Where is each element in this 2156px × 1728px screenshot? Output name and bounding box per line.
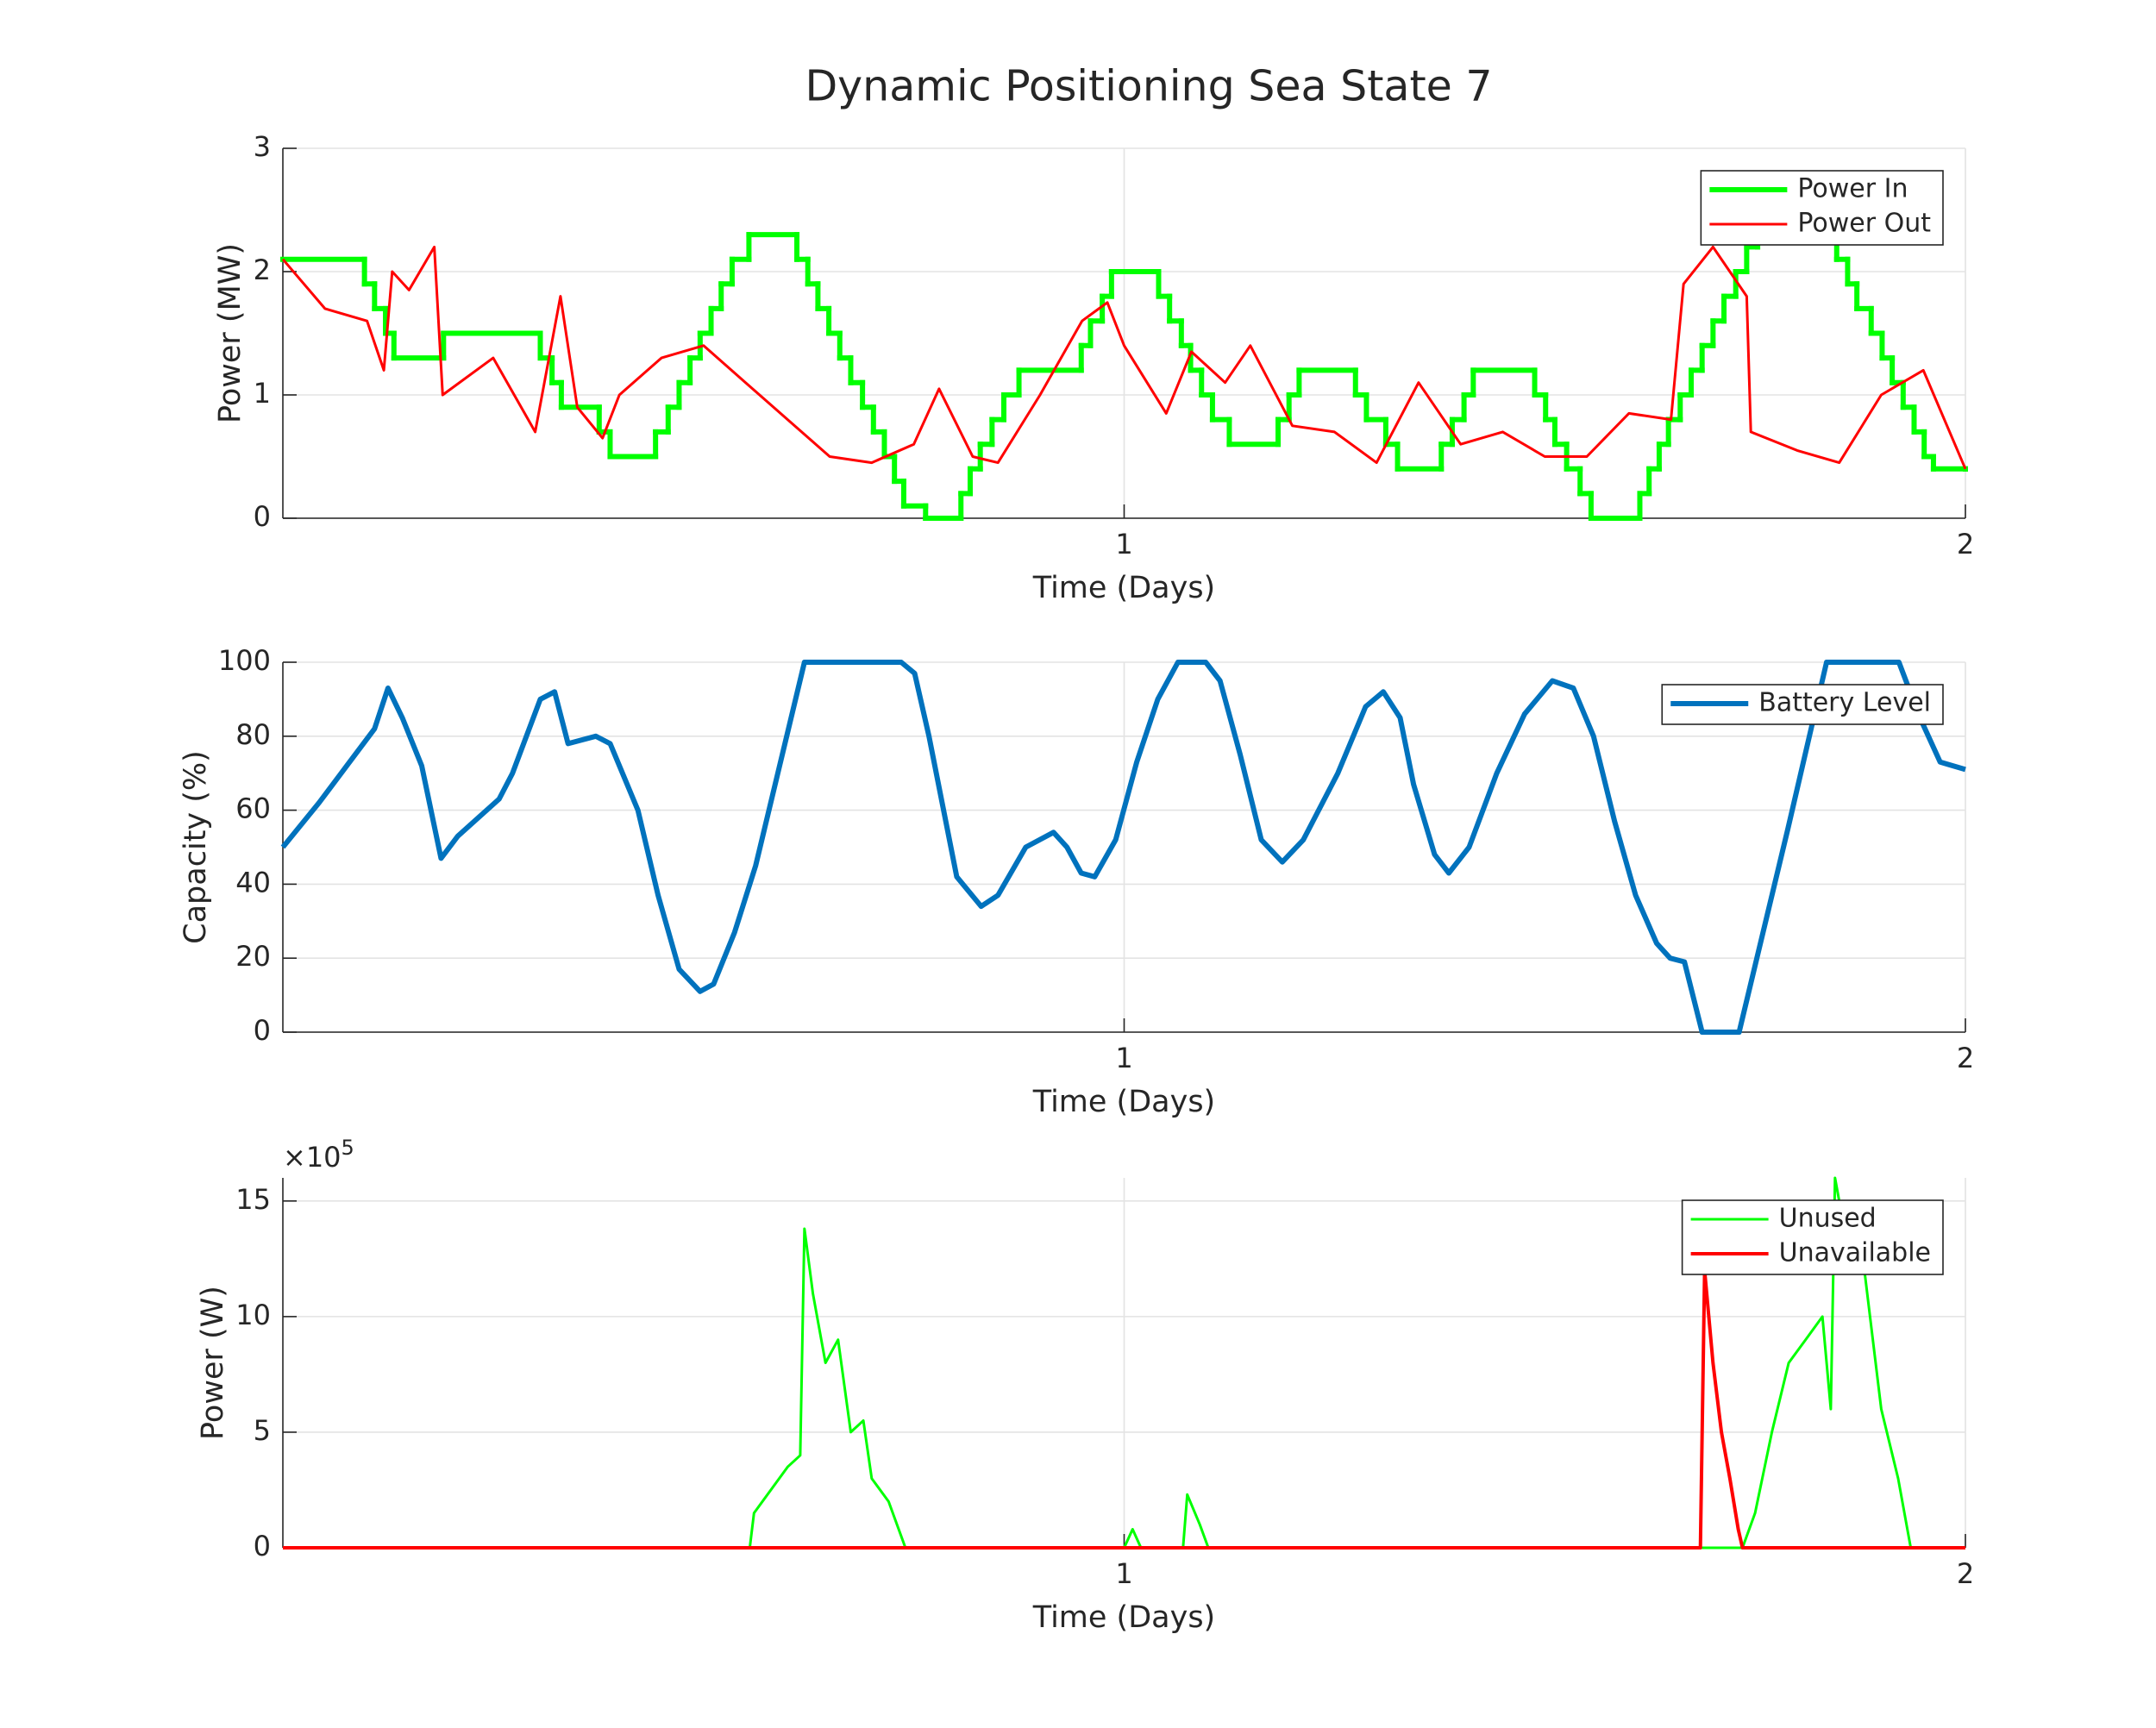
- x-tick-label: 1: [1115, 528, 1132, 560]
- series-line: [280, 660, 1966, 1035]
- y-tick-label: 10: [235, 1299, 271, 1331]
- y-tick-label: 100: [218, 644, 271, 677]
- y-tick-label: 20: [235, 940, 271, 973]
- y-tick-label: 15: [235, 1183, 271, 1216]
- y-tick-label: 40: [235, 866, 271, 898]
- y-multiplier-base: ×10: [283, 1141, 342, 1174]
- x-tick-label: 2: [1957, 528, 1974, 560]
- y-tick-label: 0: [254, 1014, 271, 1047]
- legend-label: Unused: [1779, 1204, 1877, 1234]
- y-axis-label: Capacity (%): [179, 750, 213, 944]
- x-axis-label: Time (Days): [1032, 1085, 1215, 1119]
- y-tick-label: 80: [235, 718, 271, 751]
- series-line: [281, 245, 1967, 470]
- x-tick-label: 1: [1115, 1042, 1132, 1074]
- legend-box: [1700, 170, 1944, 246]
- x-axis-label: Time (Days): [1032, 1600, 1215, 1635]
- x-tick-label: 1: [1115, 1557, 1132, 1590]
- y-tick-label: 0: [254, 1530, 271, 1562]
- y-tick-label: 60: [235, 792, 271, 825]
- y-multiplier-exponent: 5: [342, 1136, 354, 1160]
- legend: Battery Level: [1661, 684, 1944, 725]
- y-axis-label: Power (MW): [213, 243, 248, 423]
- legend-label: Power Out: [1797, 209, 1931, 239]
- legend-box: [1681, 1199, 1944, 1275]
- legend-label: Power In: [1797, 174, 1908, 204]
- y-tick-label: 3: [254, 130, 271, 163]
- figure-title: Dynamic Positioning Sea State 7: [805, 62, 1492, 111]
- x-tick-label: 2: [1957, 1042, 1974, 1074]
- legend: Unused Unavailable: [1681, 1199, 1944, 1275]
- y-multiplier: ×105: [283, 1136, 354, 1174]
- step-line: [280, 232, 1968, 521]
- y-tick-label: 5: [254, 1414, 271, 1447]
- y-tick-label: 0: [254, 500, 271, 533]
- x-tick-label: 2: [1957, 1557, 1974, 1590]
- legend-label: Unavailable: [1779, 1238, 1931, 1268]
- y-tick-label: 2: [254, 254, 271, 286]
- legend-label: Battery Level: [1758, 688, 1931, 718]
- legend: Power In Power Out: [1700, 170, 1944, 246]
- y-axis-label: Power (W): [196, 1286, 230, 1440]
- y-tick-label: 1: [254, 377, 271, 410]
- series-line: [283, 1268, 1965, 1550]
- x-axis-label: Time (Days): [1032, 571, 1215, 605]
